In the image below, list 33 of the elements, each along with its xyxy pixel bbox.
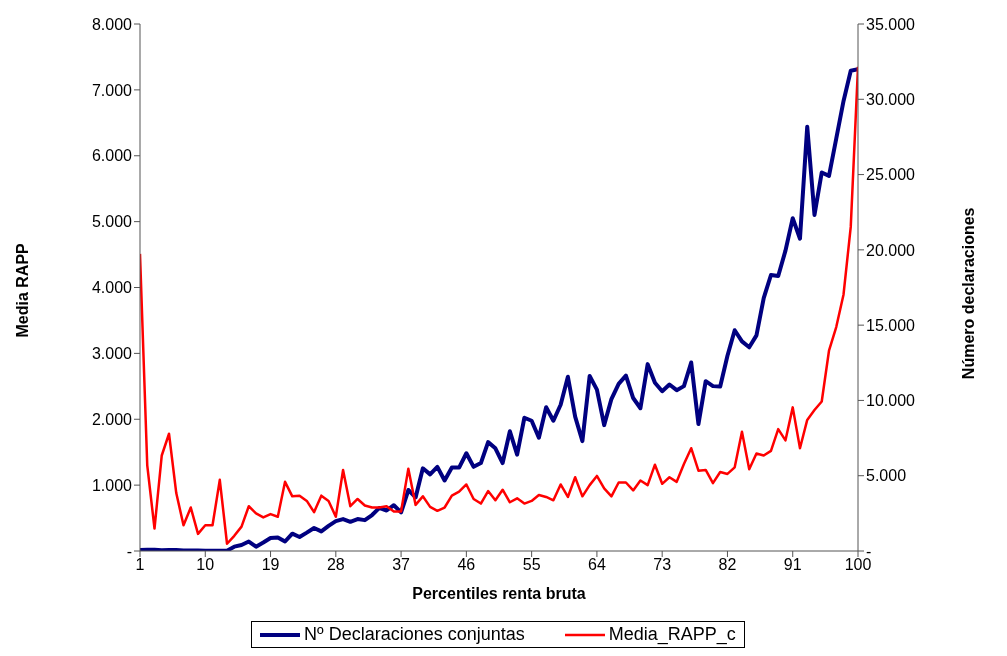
y-tick-label: 5.000: [91, 213, 133, 231]
x-tick-label: 1: [135, 556, 145, 574]
y2-tick-label: 30.000: [866, 90, 916, 108]
y2-tick-label: 5.000: [866, 467, 907, 485]
x-tick-label: 55: [522, 556, 541, 574]
x-tick-label: 100: [844, 556, 872, 574]
y2-tick-label: 35.000: [866, 15, 916, 33]
x-tick-label: 91: [783, 556, 802, 574]
y2-tick-label: 20.000: [866, 241, 916, 259]
x-tick-label: 73: [653, 556, 672, 574]
y-tick-label: 4.000: [91, 279, 133, 297]
x-axis-title: Percentiles renta bruta: [412, 585, 586, 602]
x-tick-label: 37: [392, 556, 411, 574]
x-tick-label: 64: [588, 556, 606, 574]
y2-axis-title: Número declaraciones: [959, 207, 977, 380]
y2-tick-label: 15.000: [866, 316, 916, 334]
y-tick-label: 8.000: [91, 15, 133, 33]
legend-label: Media_RAPP_c: [608, 624, 736, 645]
x-tick-label: 28: [326, 556, 345, 574]
y-tick-label: 3.000: [91, 345, 133, 363]
y-axis-title: Media RAPP: [13, 242, 31, 338]
x-tick-label: 19: [261, 556, 280, 574]
x-tick-label: 10: [196, 556, 215, 574]
legend-label: Nº Declaraciones conjuntas: [304, 624, 525, 645]
y-tick-label: -: [126, 542, 132, 560]
y2-tick-label: 25.000: [866, 166, 916, 184]
y2-tick-label: 10.000: [866, 392, 916, 410]
x-tick-label: 46: [457, 556, 476, 574]
y-tick-label: 6.000: [91, 147, 133, 165]
y-tick-label: 2.000: [91, 410, 133, 428]
y-tick-label: 7.000: [91, 81, 133, 99]
x-tick-label: 82: [718, 556, 737, 574]
y-tick-label: 1.000: [91, 476, 133, 494]
